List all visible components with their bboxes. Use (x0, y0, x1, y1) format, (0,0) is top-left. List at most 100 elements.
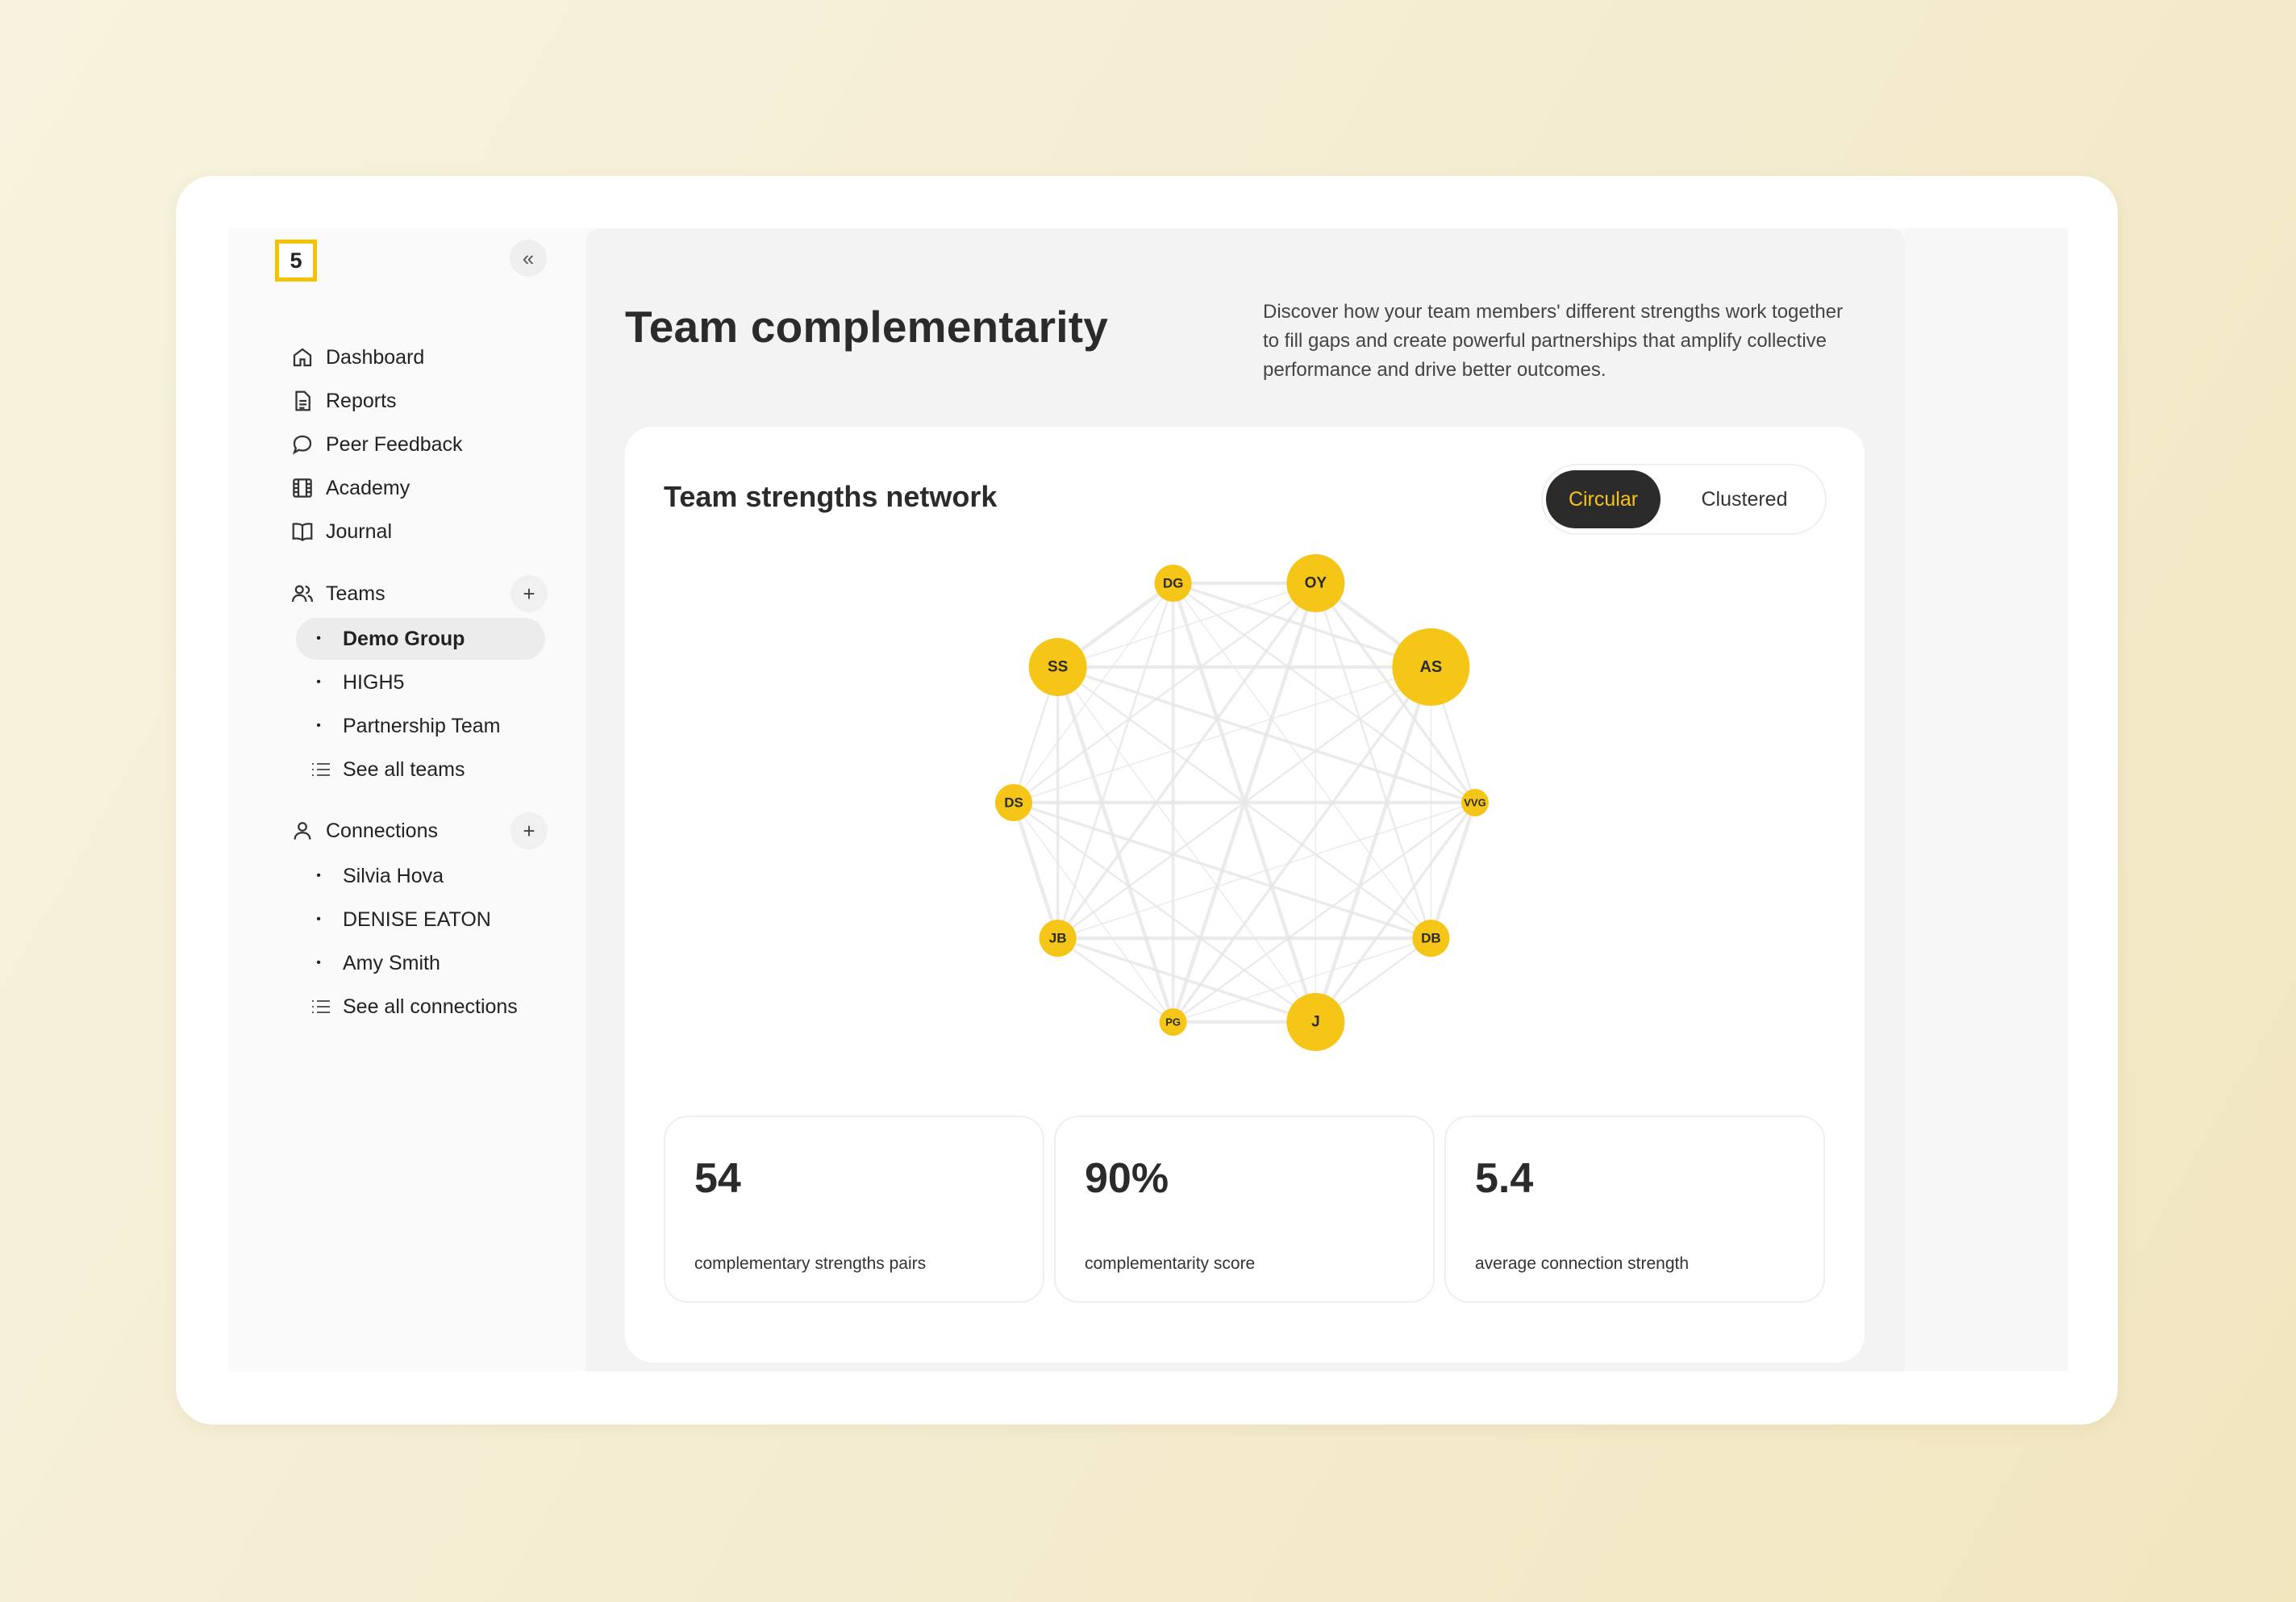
network-node-jb[interactable]: JB (1039, 920, 1077, 957)
network-edge (1013, 801, 1317, 1024)
team-item-demo-group[interactable]: • Demo Group (296, 618, 545, 660)
connection-item-denise-eaton[interactable]: • DENISE EATON (296, 899, 545, 941)
see-all-connections-link[interactable]: See all connections (296, 986, 545, 1028)
network-edge (1173, 582, 1431, 669)
network-edge (1056, 582, 1174, 939)
network-edge (1013, 802, 1174, 1023)
nav-academy-label: Academy (326, 476, 410, 499)
network-edge (1314, 666, 1433, 1023)
document-icon (295, 390, 310, 411)
network-node-db[interactable]: DB (1412, 920, 1450, 957)
network-edge (1057, 665, 1476, 804)
node-label: AS (1419, 658, 1442, 676)
network-edge (1013, 582, 1174, 803)
right-gutter (1905, 228, 2068, 1371)
stat-value: 90% (1085, 1155, 1169, 1202)
list-icon (312, 1000, 330, 1013)
add-connection-button[interactable]: + (510, 812, 548, 849)
node-circle (1028, 637, 1087, 696)
node-circle (1461, 789, 1489, 816)
network-edge (1057, 937, 1316, 1024)
app-logo[interactable]: 5 (275, 240, 317, 282)
network-node-vvg[interactable]: VVG (1461, 789, 1489, 816)
network-edge (1013, 582, 1317, 804)
plus-icon: + (523, 581, 535, 606)
sidebar: 5 « Dashboard Reports Peer Feedback Acad… (228, 228, 585, 1371)
main-content: Team complementarity Discover how your t… (585, 228, 1905, 1371)
team-item-label: Partnership Team (343, 714, 501, 737)
team-item-high5[interactable]: • HIGH5 (296, 661, 545, 703)
team-item-partnership-team[interactable]: • Partnership Team (296, 705, 545, 747)
network-edge (1171, 582, 1318, 1023)
node-circle (1039, 920, 1077, 957)
stat-label: complementarity score (1085, 1254, 1256, 1273)
network-edge (1057, 666, 1316, 1023)
node-circle (1159, 1008, 1187, 1037)
network-edge (1013, 801, 1431, 940)
network-node-j[interactable]: J (1286, 993, 1345, 1052)
connection-item-label: Silvia Hova (343, 864, 444, 887)
app-window: 5 « Dashboard Reports Peer Feedback Acad… (228, 228, 2068, 1371)
network-edge (1315, 582, 1432, 939)
card-title: Team strengths network (664, 480, 998, 513)
toggle-clustered[interactable]: Clustered (1701, 487, 1788, 511)
node-label: DG (1163, 575, 1184, 590)
bullet: • (316, 632, 321, 645)
network-node-ss[interactable]: SS (1028, 637, 1087, 696)
network-nodes: OY AS VVG DB J PG JB DS SS DG (995, 553, 1489, 1052)
collapse-sidebar-button[interactable]: « (510, 240, 547, 277)
add-team-button[interactable]: + (510, 575, 548, 612)
network-node-dg[interactable]: DG (1154, 564, 1192, 602)
network-node-oy[interactable]: OY (1286, 553, 1345, 612)
node-label: SS (1048, 658, 1068, 675)
network-edge (1172, 801, 1476, 1024)
network-card: Team strengths network Circular Clustere… (625, 427, 1865, 1362)
nav-peer-feedback[interactable]: Peer Feedback (290, 424, 463, 465)
stat-label: complementary strengths pairs (694, 1254, 927, 1273)
network-edge (1173, 582, 1431, 939)
node-label: JB (1049, 931, 1067, 946)
nav-dashboard[interactable]: Dashboard (290, 337, 424, 378)
team-item-label: HIGH5 (343, 670, 405, 694)
connections-section-header[interactable]: Connections (290, 811, 438, 851)
home-icon (293, 348, 312, 367)
stat-value: 54 (694, 1155, 741, 1202)
connection-item-silvia-hova[interactable]: • Silvia Hova (296, 855, 545, 897)
nav-peer-feedback-label: Peer Feedback (326, 432, 463, 456)
user-icon (294, 822, 311, 840)
see-all-teams-link[interactable]: See all teams (296, 749, 545, 791)
node-label: VVG (1464, 797, 1486, 809)
node-label: OY (1305, 574, 1327, 591)
nav-journal[interactable]: Journal (290, 511, 392, 552)
node-label: J (1311, 1014, 1320, 1031)
node-circle (1412, 920, 1450, 957)
connections-label: Connections (326, 819, 438, 842)
see-all-teams-label: See all teams (343, 757, 465, 781)
bullet: • (316, 912, 321, 926)
node-circle (995, 784, 1032, 821)
node-circle (1286, 553, 1345, 612)
nav-reports-label: Reports (326, 389, 397, 412)
stat-card-strength: 5.4 average connection strength (1444, 1116, 1825, 1303)
toggle-circular[interactable]: Circular (1546, 470, 1661, 528)
network-edge (1011, 802, 1060, 939)
stat-card-pairs: 54 complementary strengths pairs (664, 1116, 1044, 1303)
book-icon (292, 523, 313, 542)
network-node-as[interactable]: AS (1392, 628, 1470, 706)
plus-icon: + (523, 818, 535, 843)
connection-item-label: Amy Smith (343, 951, 440, 974)
teams-section-header[interactable]: Teams (290, 574, 385, 614)
team-strengths-network-graph: OY AS VVG DB J PG JB DS SS DG (995, 553, 1489, 1052)
users-icon (292, 585, 313, 603)
nav-academy[interactable]: Academy (290, 468, 410, 508)
network-node-pg[interactable]: PG (1159, 1008, 1187, 1037)
connection-item-amy-smith[interactable]: • Amy Smith (296, 942, 545, 984)
nav-reports[interactable]: Reports (290, 381, 397, 421)
page-description: Discover how your team members' differen… (1263, 301, 1844, 381)
network-node-ds[interactable]: DS (995, 784, 1032, 821)
nav-journal-label: Journal (326, 519, 392, 543)
team-item-label: Demo Group (343, 627, 465, 650)
node-circle (1286, 993, 1345, 1052)
stat-value: 5.4 (1475, 1155, 1534, 1202)
bullet: • (316, 675, 321, 689)
